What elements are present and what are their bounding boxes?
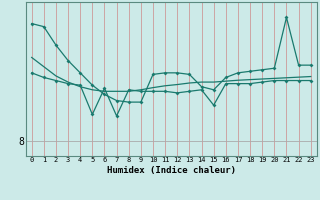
X-axis label: Humidex (Indice chaleur): Humidex (Indice chaleur)	[107, 166, 236, 175]
